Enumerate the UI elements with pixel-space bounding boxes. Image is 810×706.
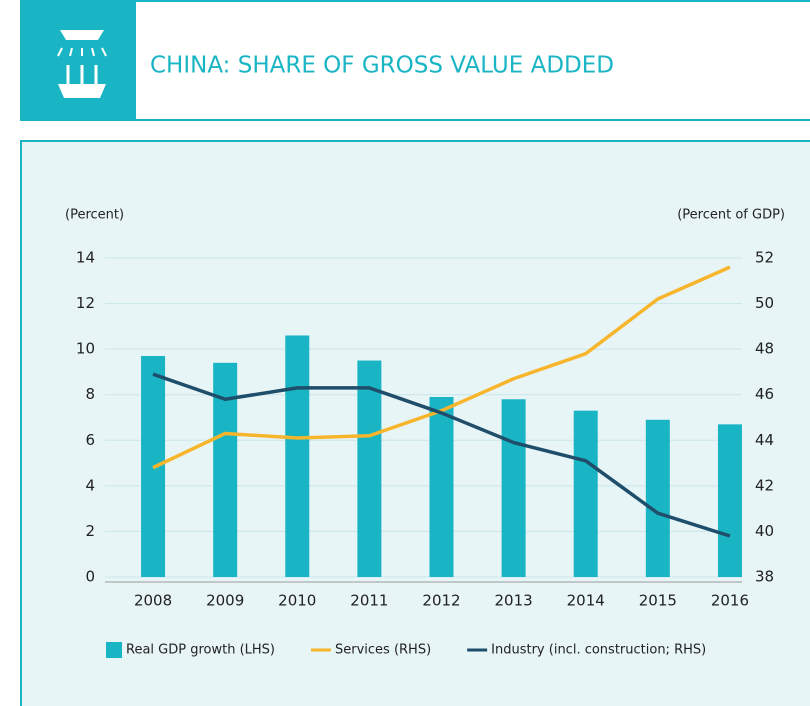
y2-tick-label: 44 [755, 431, 774, 449]
y-axis-label: (Percent) [65, 208, 124, 223]
y-tick-label: 0 [85, 568, 95, 586]
y2-tick-label: 38 [755, 568, 774, 586]
y-tick-label: 6 [85, 431, 95, 449]
line [152, 265, 731, 470]
legend-label: Services (RHS) [335, 643, 431, 658]
x-tick-label: 2009 [206, 592, 244, 610]
bar [429, 396, 454, 577]
x-tick-label: 2015 [639, 592, 677, 610]
y-tick-label: 4 [85, 476, 95, 494]
x-tick-label: 2011 [350, 592, 388, 610]
icon [57, 30, 107, 98]
x-tick-label: 2010 [278, 592, 316, 610]
bar [501, 399, 526, 577]
y-tick-label: 8 [85, 385, 95, 403]
y2-tick-label: 48 [755, 340, 774, 358]
y-tick-label: 10 [76, 340, 95, 358]
chart-title: CHINA: SHARE OF GROSS VALUE ADDED [150, 53, 614, 79]
header-box [20, 0, 810, 121]
y2-tick-label: 40 [755, 522, 774, 540]
y-tick-label: 14 [76, 249, 95, 267]
bar [357, 360, 382, 577]
line [152, 372, 731, 538]
bar [717, 424, 742, 577]
y2-tick-label: 50 [755, 294, 774, 312]
icon-box [20, 0, 136, 121]
y2-tick-label: 52 [755, 249, 774, 267]
x-tick-label: 2014 [567, 592, 605, 610]
legend-label: Industry (incl. construction; RHS) [491, 643, 706, 658]
y-tick-label: 2 [85, 522, 95, 540]
y2-axis-label: (Percent of GDP) [677, 208, 785, 223]
x-tick-label: 2008 [134, 592, 172, 610]
legend-swatch [106, 642, 122, 658]
x-tick-label: 2013 [495, 592, 533, 610]
x-tick-label: 2016 [711, 592, 749, 610]
y-tick-label: 12 [76, 294, 95, 312]
x-tick-label: 2012 [422, 592, 460, 610]
bar [645, 419, 670, 577]
bar [573, 410, 598, 577]
y2-tick-label: 46 [755, 385, 774, 403]
plot-panel [21, 141, 810, 706]
legend-label: Real GDP growth (LHS) [126, 643, 275, 658]
y2-tick-label: 42 [755, 476, 774, 494]
bar [285, 335, 310, 577]
